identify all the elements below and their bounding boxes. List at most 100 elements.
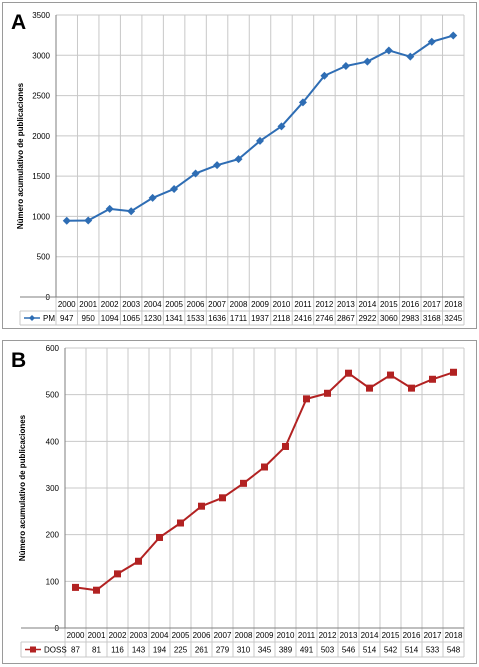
x-tick-label: 2014	[358, 300, 376, 309]
data-table-value: 548	[447, 646, 461, 655]
data-table-value: 143	[132, 646, 146, 655]
x-tick-label: 2005	[172, 631, 190, 640]
x-tick-label: 2002	[101, 300, 119, 309]
data-table-value: 2118	[273, 314, 291, 323]
x-tick-label: 2018	[444, 300, 462, 309]
data-table-value: 1937	[251, 314, 269, 323]
y-axis-label: Número acumulativo de publicaciones	[18, 414, 27, 561]
y-tick-label: 500	[37, 253, 51, 262]
data-point	[320, 71, 329, 80]
data-table-value: 2922	[358, 314, 376, 323]
data-point	[363, 57, 372, 66]
y-tick-label: 1500	[32, 172, 50, 181]
x-tick-label: 2006	[187, 300, 205, 309]
x-tick-label: 2017	[424, 631, 442, 640]
x-tick-label: 2004	[144, 300, 162, 309]
data-point	[62, 216, 71, 225]
data-table-value: 1341	[165, 314, 183, 323]
data-table-value: 194	[153, 646, 167, 655]
legend-series-name: DOSS	[44, 646, 67, 655]
x-tick-label: 2010	[277, 631, 295, 640]
data-point	[256, 136, 264, 145]
x-tick-label: 2007	[214, 631, 232, 640]
legend-marker	[30, 646, 36, 653]
data-table-value: 947	[60, 314, 74, 323]
data-table-value: 2983	[401, 314, 419, 323]
x-tick-label: 2000	[58, 300, 76, 309]
data-point	[93, 586, 100, 594]
data-point	[387, 371, 394, 379]
x-tick-label: 2006	[193, 631, 211, 640]
data-point	[408, 384, 415, 392]
data-point	[198, 502, 205, 510]
x-tick-label: 2013	[340, 631, 358, 640]
data-point	[406, 52, 415, 61]
data-point	[191, 169, 200, 178]
y-tick-label: 300	[46, 484, 60, 493]
data-point	[341, 62, 350, 71]
data-point	[261, 463, 268, 471]
data-table-value: 514	[405, 646, 419, 655]
x-tick-label: 2015	[380, 300, 398, 309]
panel-label-b: B	[11, 349, 27, 372]
data-table-value: 1094	[101, 314, 119, 323]
data-point	[303, 395, 310, 403]
data-table-value: 3060	[380, 314, 398, 323]
series-line	[75, 371, 454, 592]
y-axis-label: Número acumulativo de publicaciones	[16, 82, 25, 229]
data-table-value: 345	[258, 646, 272, 655]
data-point	[234, 155, 243, 164]
data-point	[324, 389, 331, 397]
x-tick-label: 2017	[423, 300, 441, 309]
y-tick-label: 600	[46, 344, 60, 353]
legend-marker	[29, 315, 35, 321]
chart-panel-a: A 05001000150020002500300035002000200120…	[2, 2, 477, 329]
x-tick-label: 2015	[382, 631, 400, 640]
data-point	[177, 519, 184, 527]
data-point	[84, 216, 93, 225]
x-tick-label: 2016	[403, 631, 421, 640]
data-point	[282, 442, 289, 450]
x-tick-label: 2016	[401, 300, 419, 309]
data-table-value: 87	[71, 646, 80, 655]
y-tick-label: 2500	[32, 92, 50, 101]
panel-label-a: A	[11, 11, 27, 34]
x-tick-label: 2018	[445, 631, 463, 640]
x-tick-label: 2014	[361, 631, 379, 640]
x-tick-label: 2012	[316, 300, 334, 309]
y-tick-label: 2000	[32, 132, 50, 141]
data-table-value: 2867	[337, 314, 355, 323]
y-tick-label: 3500	[32, 11, 50, 20]
chart-panel-b: B 01002003004005006002000200120022003200…	[2, 340, 477, 664]
legend-series-name: PM	[43, 314, 55, 323]
data-point	[105, 204, 114, 213]
x-tick-label: 2010	[273, 300, 291, 309]
data-table-value: 3245	[444, 314, 462, 323]
data-table-value: 116	[111, 646, 124, 655]
data-table-value: 2416	[294, 314, 312, 323]
data-table-value: 81	[92, 646, 101, 655]
x-tick-label: 2013	[337, 300, 355, 309]
data-point	[213, 161, 222, 170]
data-point	[345, 369, 352, 377]
data-point	[449, 31, 458, 40]
y-tick-label: 3000	[32, 51, 50, 60]
y-tick-label: 400	[46, 437, 60, 446]
chart-a-svg: 0500100015002000250030003500200020012002…	[16, 11, 465, 326]
data-table-value: 3168	[423, 314, 441, 323]
x-tick-label: 2007	[208, 300, 226, 309]
data-table-value: 1636	[208, 314, 226, 323]
x-tick-label: 2012	[319, 631, 337, 640]
x-tick-label: 2000	[67, 631, 85, 640]
series-line	[66, 34, 454, 222]
chart-b-svg: 0100200300400500600200020012002200320042…	[18, 344, 465, 658]
data-point	[427, 37, 436, 46]
data-table-value: 225	[174, 646, 188, 655]
data-point	[114, 570, 121, 578]
x-tick-label: 2009	[256, 631, 274, 640]
data-table-value: 261	[195, 646, 209, 655]
y-tick-label: 200	[46, 531, 60, 540]
data-table-value: 503	[321, 646, 335, 655]
data-point	[450, 368, 457, 376]
data-point	[219, 494, 226, 502]
